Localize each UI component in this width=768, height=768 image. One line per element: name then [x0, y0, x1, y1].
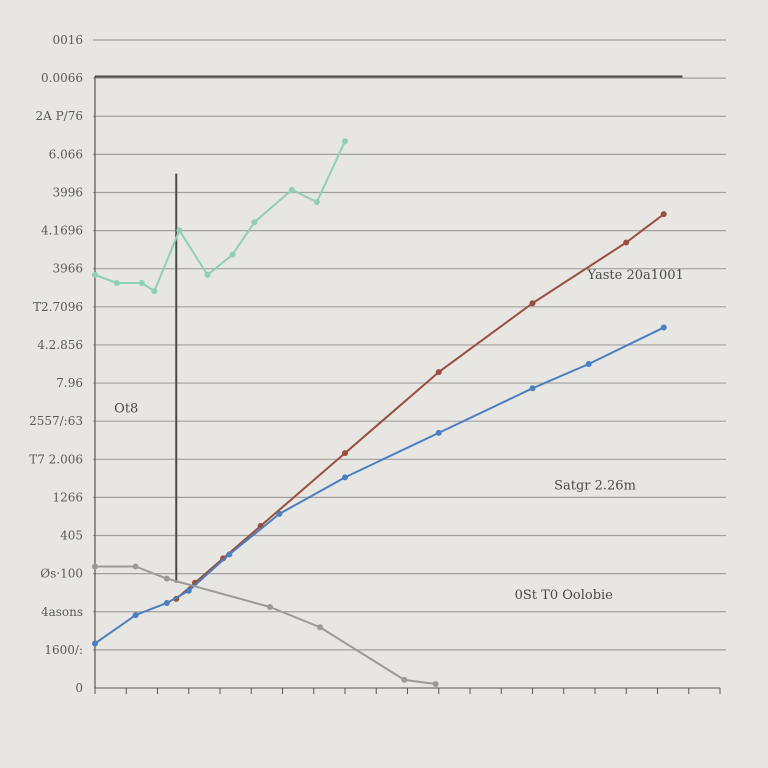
data-point: [138, 280, 145, 286]
series-line-3: [95, 565, 436, 685]
data-point: [229, 251, 236, 258]
y-tick-label: 3996: [52, 185, 83, 199]
y-tick-label: 0: [75, 681, 83, 695]
data-point: [435, 429, 442, 436]
data-point: [113, 280, 120, 286]
y-tick-label: 2A P/76: [35, 109, 83, 123]
y-tick-label: 6.066: [49, 147, 83, 161]
data-point: [276, 510, 283, 517]
data-point: [529, 385, 536, 392]
data-point: [660, 324, 667, 331]
data-point: [132, 563, 139, 570]
axis-layer: [94, 76, 721, 694]
data-point: [163, 599, 170, 606]
data-point: [401, 676, 408, 683]
data-point: [226, 551, 233, 558]
y-tick-label: 0016: [52, 33, 83, 47]
data-point: [151, 288, 158, 295]
data-point: [185, 587, 192, 594]
grid-layer: [93, 39, 726, 651]
data-point: [585, 361, 592, 367]
data-point: [267, 604, 273, 610]
data-point: [317, 624, 323, 631]
data-point: [342, 450, 348, 457]
series-layer: [92, 75, 683, 687]
data-point: [163, 575, 170, 582]
data-point: [660, 211, 667, 218]
data-point: [432, 680, 439, 687]
annotation-label: Satgr 2.26m: [554, 479, 636, 494]
data-point: [529, 300, 536, 307]
data-point: [251, 219, 258, 226]
y-tick-label: 405: [60, 529, 83, 543]
y-tick-label: 1266: [52, 490, 83, 504]
y-tick-label: 0.0066: [41, 71, 83, 85]
data-point: [342, 474, 348, 481]
data-point: [623, 239, 630, 246]
y-tick-label: 4.1696: [41, 224, 83, 238]
data-point: [92, 563, 98, 570]
y-tick-label: 7.96: [56, 376, 83, 390]
data-point: [132, 612, 139, 619]
annotation-label: Yaste 20a1001: [586, 268, 683, 283]
y-tick-label: Øs·100: [40, 567, 83, 581]
data-point: [92, 640, 98, 647]
y-tick-label: T2.7096: [33, 300, 83, 314]
y-tick-label: 3966: [52, 262, 83, 276]
annotation-label: Ot8: [114, 402, 138, 417]
data-point: [288, 186, 295, 193]
y-tick-label: 4asons: [41, 605, 83, 619]
data-point: [435, 369, 442, 376]
annotation-label: 0St T0 Oolobie: [515, 588, 614, 603]
data-point: [176, 227, 183, 234]
y-tick-label: 1600/:: [44, 643, 83, 657]
y-tick-label: T7 2.006: [29, 452, 83, 466]
data-point: [313, 199, 320, 205]
data-point: [342, 138, 348, 145]
label-layer: 0 1600/: 4asons Øs·100 405 1266 T7 2.006 2557/:…: [29, 33, 684, 695]
y-tick-label: 2557/:63: [29, 414, 83, 428]
data-point: [92, 271, 98, 278]
y-tick-label: 4.2.856: [37, 338, 83, 352]
data-point: [204, 271, 211, 278]
